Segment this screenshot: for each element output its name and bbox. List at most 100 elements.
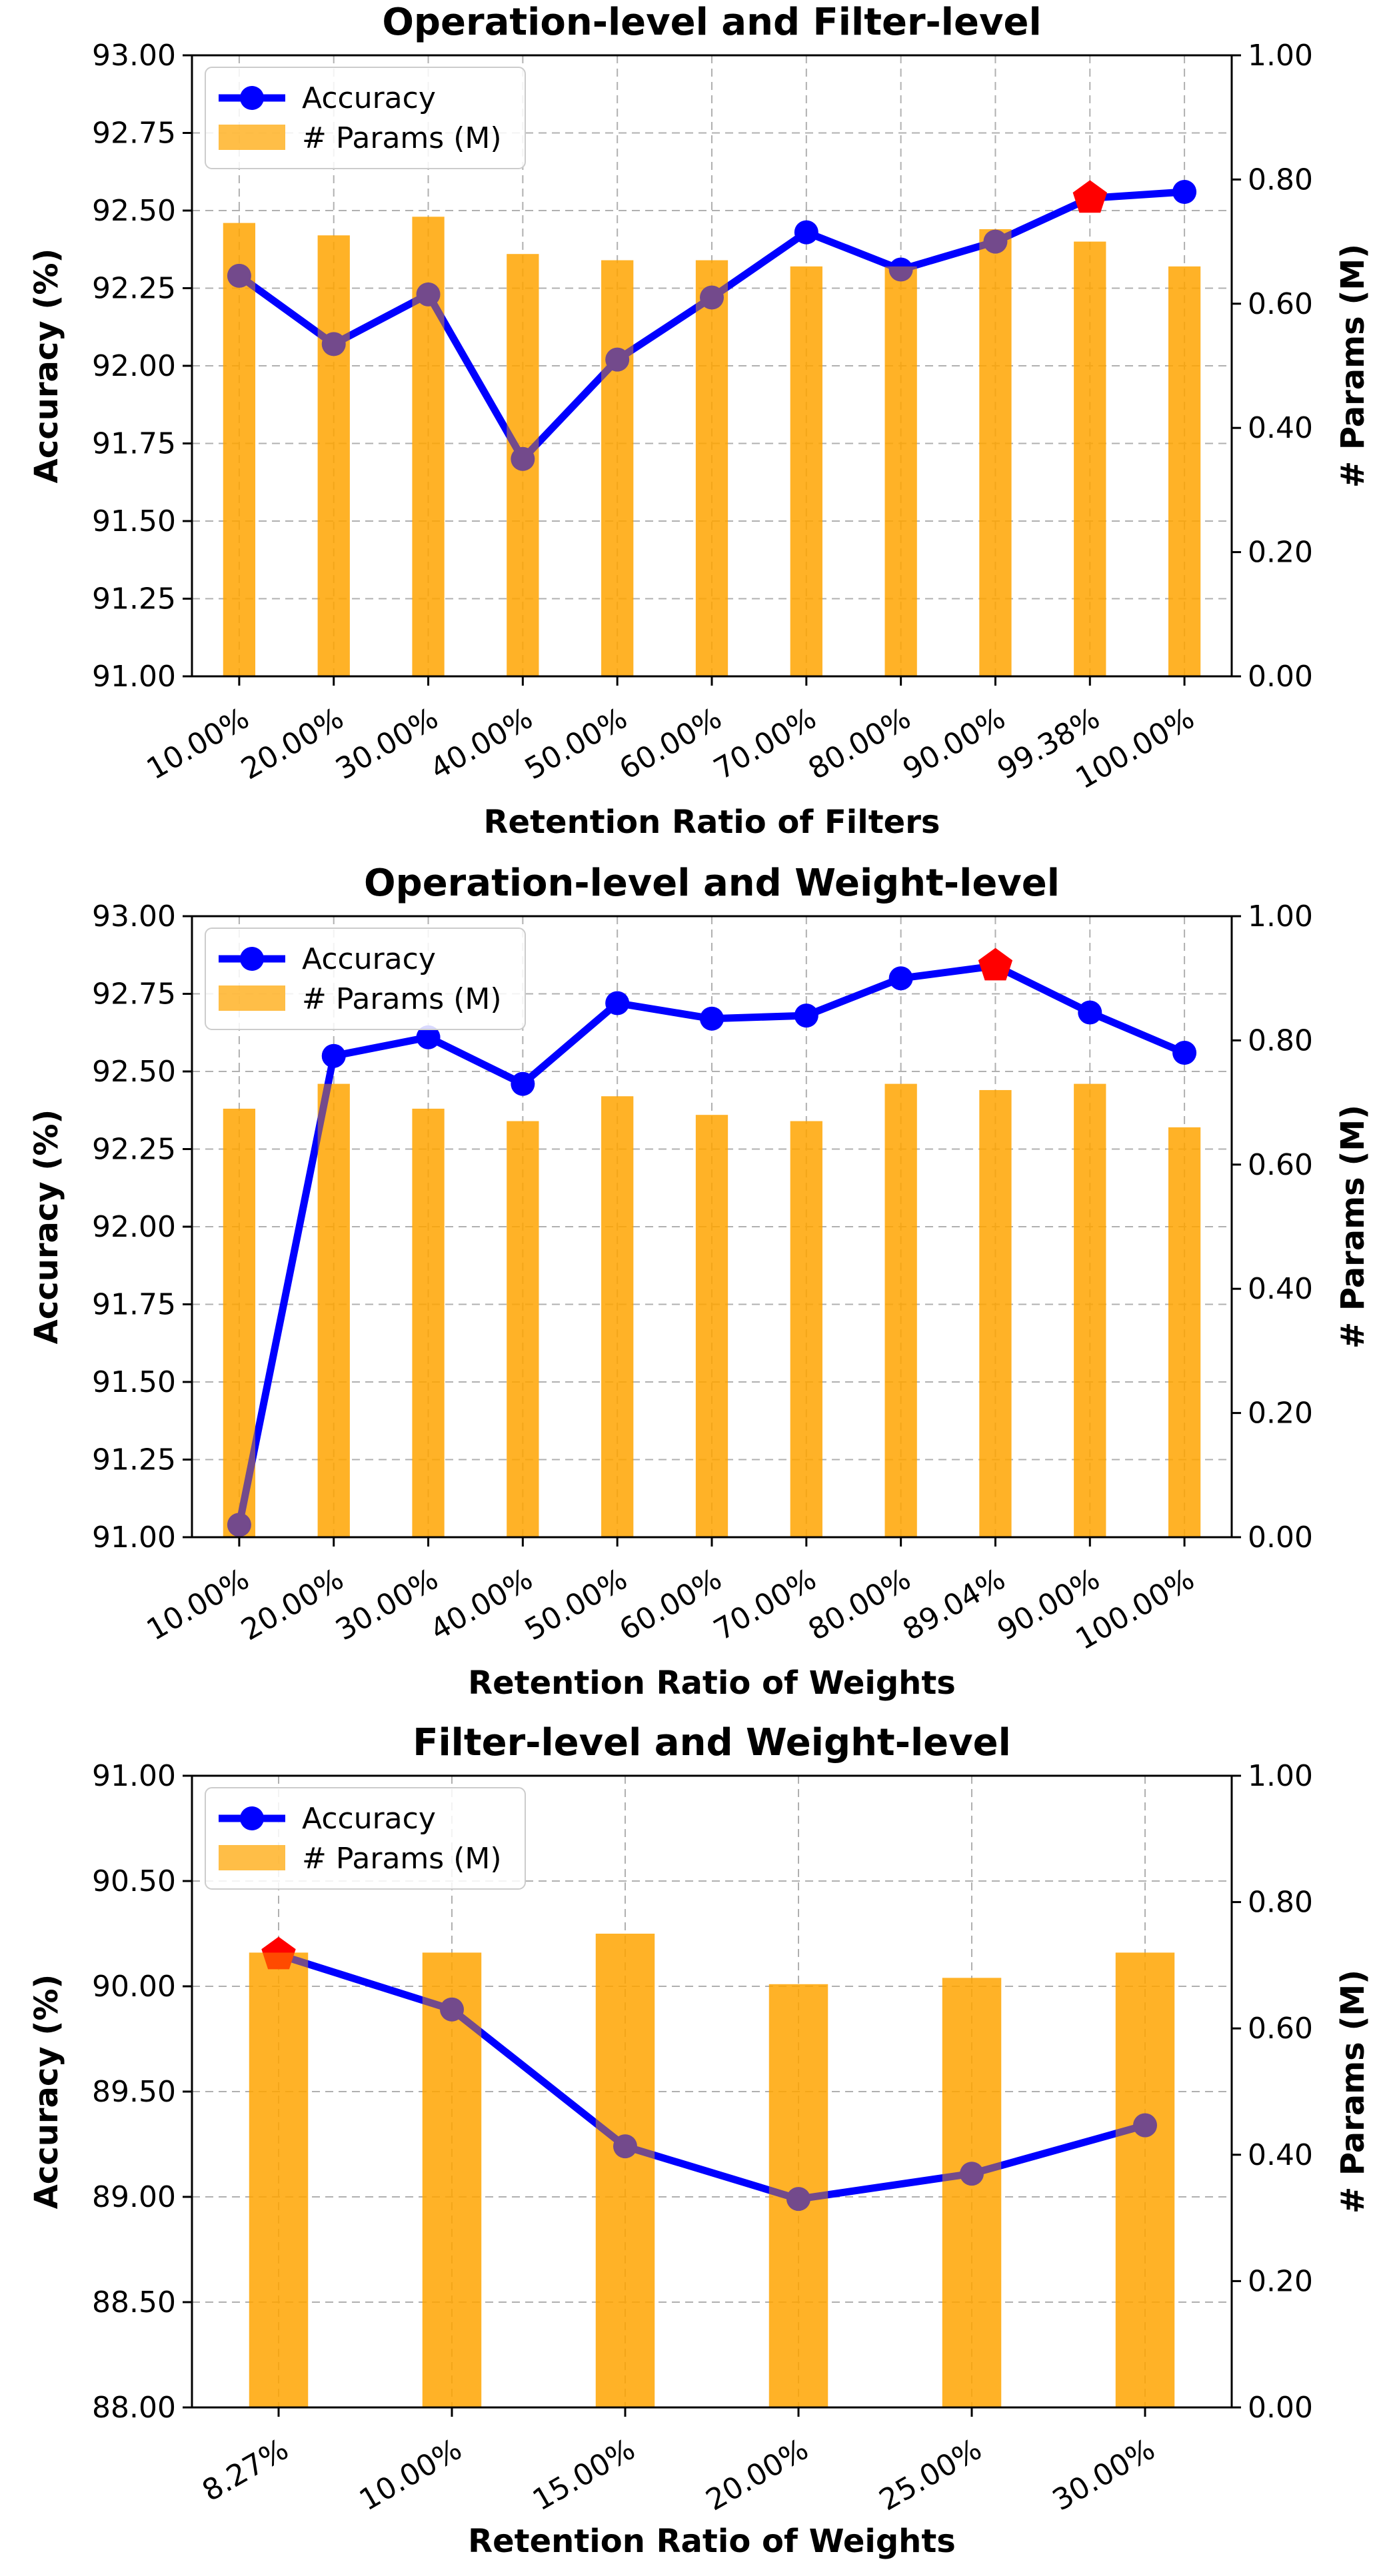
y2-tick-label: 1.00 bbox=[1248, 1759, 1313, 1793]
params-bar-overlay bbox=[412, 217, 445, 676]
params-bar-overlay bbox=[1168, 1127, 1201, 1537]
x-tick-label: 20.00% bbox=[700, 2432, 814, 2517]
y-tick-label: 93.00 bbox=[92, 39, 176, 73]
params-bar bbox=[790, 266, 822, 676]
chart-panel-1: 91.00 91.25 91.50 91.75 92.00 92.25 92.50 92.75… bbox=[28, 1, 1372, 841]
params-bar-overlay bbox=[695, 260, 728, 676]
chart-panel-2: 91.00 91.25 91.50 91.75 92.00 92.25 92.50 92.75… bbox=[28, 862, 1372, 1702]
accuracy-point bbox=[321, 1043, 346, 1068]
x-tick-label: 10.00% bbox=[141, 701, 255, 786]
params-bar-overlay bbox=[979, 1089, 1012, 1537]
x-tick-label: 20.00% bbox=[235, 701, 349, 786]
y-tick-label: 93.00 bbox=[92, 900, 176, 934]
x-tick-label: 30.00% bbox=[330, 1562, 444, 1647]
y-tick-label: 91.25 bbox=[92, 582, 176, 616]
y-tick-label: 92.75 bbox=[92, 117, 176, 151]
y-tick-label: 92.50 bbox=[92, 1055, 176, 1089]
x-tick-label: 70.00% bbox=[708, 1562, 822, 1647]
y2-tick-label: 0.60 bbox=[1248, 2012, 1313, 2046]
accuracy-point bbox=[227, 1513, 251, 1537]
y-axis-label: Accuracy (%) bbox=[28, 1974, 65, 2210]
x-tick-label: 30.00% bbox=[1047, 2432, 1161, 2517]
y-tick-label: 90.00 bbox=[92, 1970, 176, 2004]
y-tick-label: 92.75 bbox=[92, 977, 176, 1011]
y2-axis-label: # Params (M) bbox=[1334, 1970, 1372, 2214]
params-bar bbox=[249, 1952, 309, 2407]
y2-tick-label: 0.00 bbox=[1248, 1521, 1313, 1555]
x-tick-label: 40.00% bbox=[425, 701, 539, 786]
y-tick-label: 91.00 bbox=[92, 660, 176, 694]
x-tick-label: 70.00% bbox=[708, 701, 822, 786]
x-tick-label: 30.00% bbox=[330, 701, 444, 786]
params-bar bbox=[601, 260, 634, 676]
x-tick-label: 8.27% bbox=[197, 2432, 295, 2508]
x-tick-label: 20.00% bbox=[235, 1562, 349, 1647]
y2-tick-label: 0.00 bbox=[1248, 2391, 1313, 2425]
y-tick-label: 88.50 bbox=[92, 2285, 176, 2319]
x-tick-label: 40.00% bbox=[425, 1562, 539, 1647]
legend-accuracy-label: Accuracy bbox=[302, 81, 436, 115]
y2-tick-label: 0.00 bbox=[1248, 660, 1313, 694]
y2-axis-label: # Params (M) bbox=[1334, 244, 1372, 488]
best-accuracy-marker bbox=[978, 948, 1013, 981]
y-tick-label: 92.25 bbox=[92, 272, 176, 306]
y-tick-label: 92.25 bbox=[92, 1133, 176, 1167]
y2-tick-label: 0.60 bbox=[1248, 1148, 1313, 1182]
x-tick-label: 80.00% bbox=[802, 1562, 916, 1647]
chart-panel-3: 88.00 88.50 89.00 89.50 90.00 90.50 91.00 0.00 0… bbox=[28, 1721, 1372, 2560]
y-tick-label: 91.25 bbox=[92, 1443, 176, 1477]
params-bar-overlay bbox=[790, 266, 822, 676]
y-tick-label: 91.50 bbox=[92, 504, 176, 538]
y-tick-label: 90.50 bbox=[92, 1864, 176, 1898]
accuracy-point bbox=[1172, 180, 1197, 205]
legend-accuracy-marker bbox=[240, 947, 264, 971]
y2-tick-label: 0.80 bbox=[1248, 163, 1313, 197]
accuracy-point bbox=[1172, 1041, 1197, 1065]
accuracy-point bbox=[794, 220, 818, 245]
params-bar bbox=[601, 1096, 634, 1537]
params-bar-overlay bbox=[1074, 1083, 1106, 1537]
x-axis-label: Retention Ratio of Filters bbox=[484, 804, 940, 841]
x-tick-label: 89.04% bbox=[897, 1562, 1011, 1647]
params-bar-overlay bbox=[768, 1984, 828, 2407]
params-bar bbox=[790, 1121, 822, 1537]
legend-params-label: # Params (M) bbox=[302, 121, 502, 155]
legend-accuracy-marker bbox=[240, 86, 264, 110]
params-bar-overlay bbox=[223, 223, 256, 676]
x-tick-label: 90.00% bbox=[897, 701, 1011, 786]
params-bar bbox=[1168, 266, 1201, 676]
y-tick-label: 92.50 bbox=[92, 194, 176, 228]
accuracy-point bbox=[786, 2187, 810, 2212]
params-bar bbox=[223, 223, 256, 676]
y2-tick-label: 0.60 bbox=[1248, 287, 1313, 321]
accuracy-point bbox=[888, 966, 913, 991]
y2-tick-label: 0.80 bbox=[1248, 1886, 1313, 1920]
accuracy-point bbox=[440, 1997, 464, 2022]
params-bar bbox=[979, 229, 1012, 677]
params-bar-overlay bbox=[601, 260, 634, 676]
y2-tick-label: 1.00 bbox=[1248, 900, 1313, 934]
params-bar-overlay bbox=[412, 1108, 445, 1537]
y2-tick-label: 0.80 bbox=[1248, 1023, 1313, 1057]
y2-tick-label: 0.20 bbox=[1248, 2264, 1313, 2298]
params-bar bbox=[595, 1934, 655, 2407]
x-tick-label: 80.00% bbox=[802, 701, 916, 786]
accuracy-point bbox=[416, 282, 441, 307]
x-tick-label: 50.00% bbox=[519, 701, 633, 786]
params-bar bbox=[979, 1089, 1012, 1537]
params-bar bbox=[317, 235, 350, 676]
x-tick-label: 50.00% bbox=[519, 1562, 633, 1647]
x-tick-label: 60.00% bbox=[614, 701, 728, 786]
accuracy-point bbox=[613, 2134, 637, 2159]
y-tick-label: 91.00 bbox=[92, 1521, 176, 1555]
accuracy-point bbox=[888, 257, 913, 282]
accuracy-point bbox=[700, 285, 724, 310]
x-tick-label: 10.00% bbox=[141, 1562, 255, 1647]
y-axis-label: Accuracy (%) bbox=[28, 1109, 65, 1345]
params-bar-overlay bbox=[1115, 1952, 1175, 2407]
params-bar-overlay bbox=[507, 254, 539, 676]
y2-tick-label: 0.20 bbox=[1248, 1397, 1313, 1431]
x-tick-label: 15.00% bbox=[527, 2432, 641, 2517]
params-bar bbox=[1074, 1083, 1106, 1537]
params-bar-overlay bbox=[317, 1083, 350, 1537]
